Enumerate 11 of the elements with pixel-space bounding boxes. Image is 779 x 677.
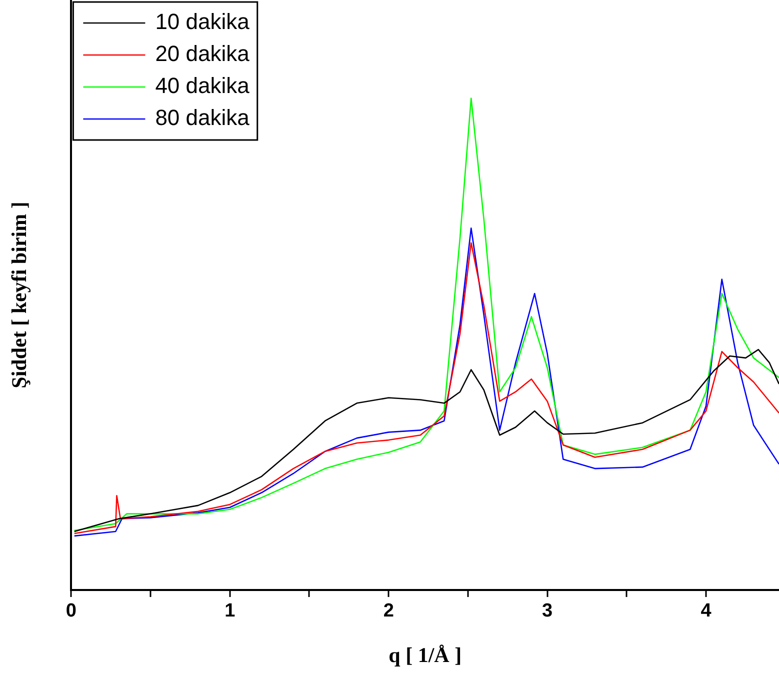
x-tick-label: 1 [224,600,236,622]
legend-label: 80 dakika [155,105,250,130]
x-tick-label: 0 [66,600,76,622]
x-tick-label: 3 [542,600,553,622]
legend-label: 10 dakika [155,9,250,34]
legend-label: 40 dakika [155,73,250,98]
x-tick-label: 2 [383,600,394,622]
x-tick-label: 4 [700,600,712,622]
x-axis-title: q [ 1/Å ] [388,642,462,667]
y-axis-title: Şiddet [ keyfi birim ] [7,202,32,388]
legend-label: 20 dakika [155,41,250,66]
